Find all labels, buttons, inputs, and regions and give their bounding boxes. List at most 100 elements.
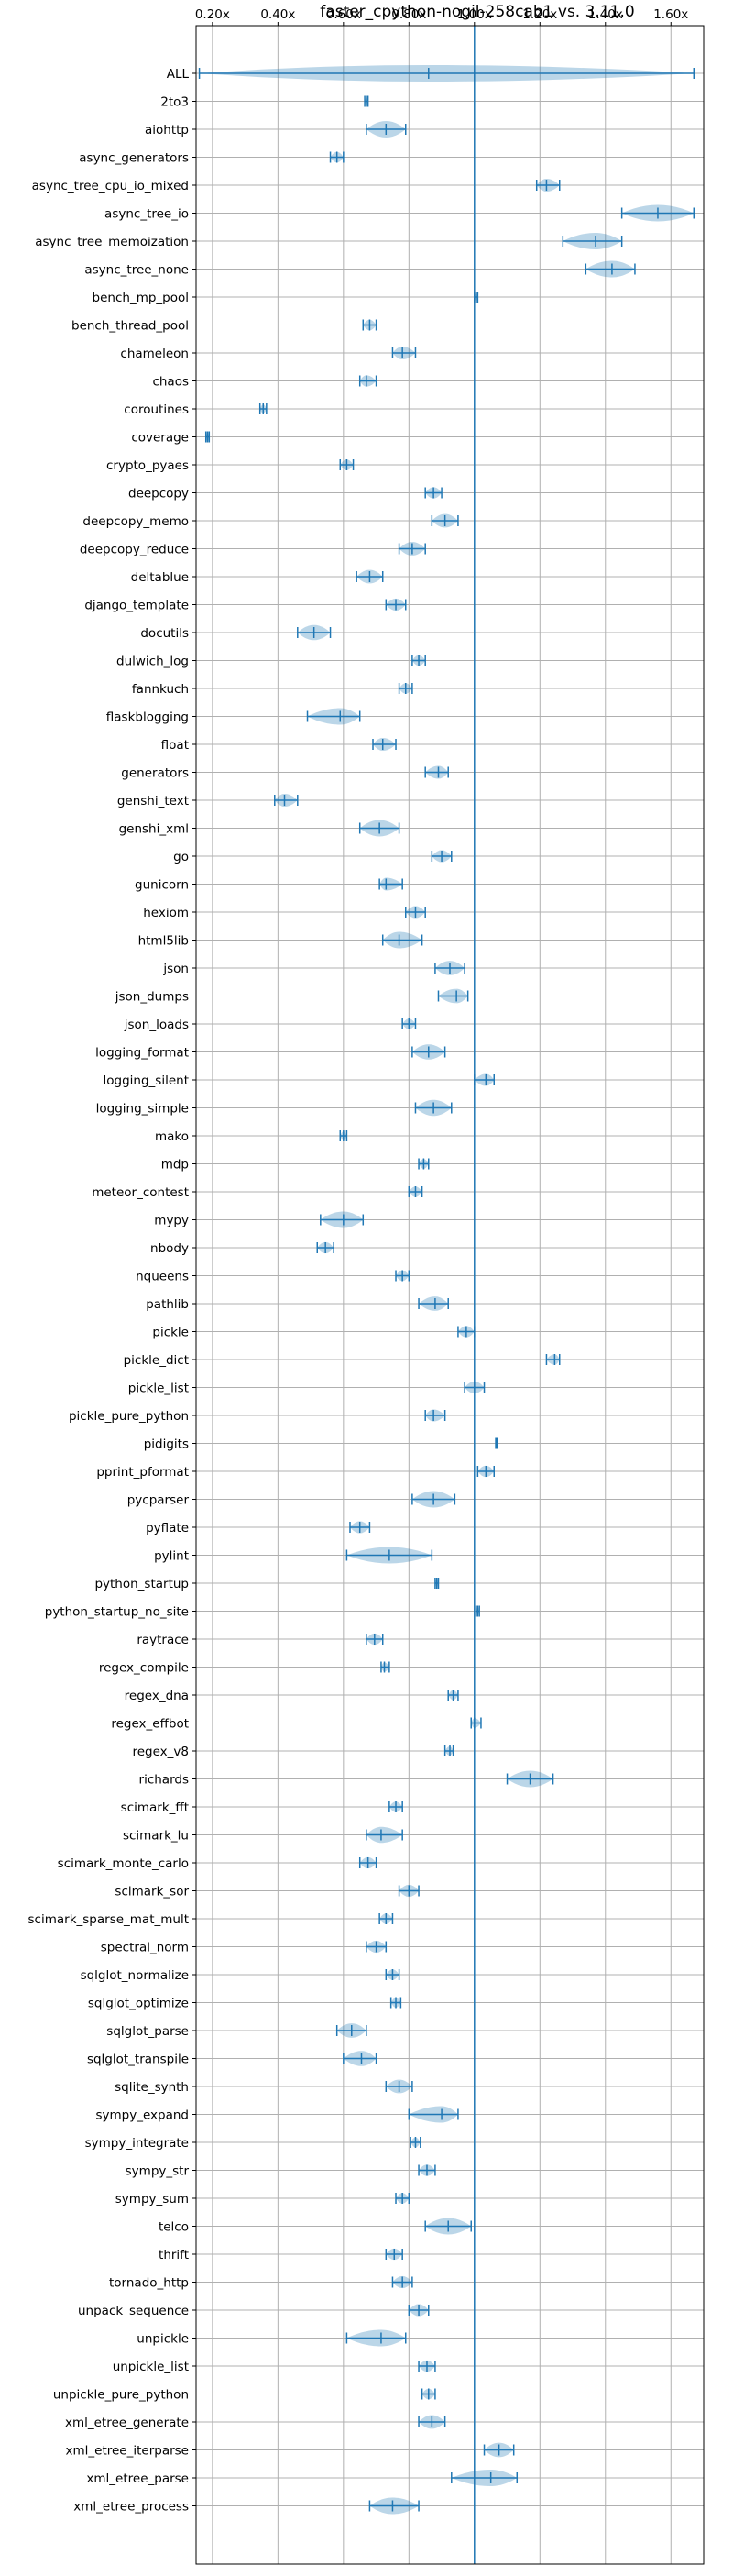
violin-pycparser [411, 1491, 456, 1508]
category-label: xml_etree_iterparse [66, 2444, 190, 2459]
violin-spectral_norm [366, 1940, 388, 1954]
category-label: deepcopy [128, 487, 189, 501]
category-label: generators [121, 766, 189, 781]
x-tick-label: 0.80x [391, 7, 426, 22]
violin-deepcopy [424, 487, 443, 499]
category-label: richards [139, 1773, 189, 1788]
violin-thrift [385, 2248, 403, 2261]
category-label: async_tree_memoization [35, 235, 189, 249]
violin-chaos [358, 375, 377, 387]
violin-sqlglot_parse [335, 2023, 367, 2038]
violin-deepcopy_reduce [398, 542, 426, 556]
category-label: scimark_sparse_mat_mult [28, 1912, 189, 1927]
x-tick-label: 0.40x [260, 7, 295, 22]
violin-xml_etree_iterparse [483, 2442, 515, 2458]
category-label: spectral_norm [101, 1941, 189, 1955]
violin-docutils [297, 624, 332, 641]
category-label: logging_silent [104, 1073, 189, 1088]
violin-python_startup [434, 1578, 440, 1589]
violin-async_tree_io [620, 204, 695, 222]
x-tick-label: 0.20x [195, 7, 230, 22]
violin-sympy_str [418, 2164, 436, 2176]
violin-sympy_integrate [410, 2137, 421, 2148]
category-label: deepcopy_memo [82, 514, 189, 529]
violin-xml_etree_process [368, 2497, 420, 2515]
violin-regex_effbot [470, 1717, 482, 1729]
violin-mdp [418, 1158, 430, 1170]
violin-generators [424, 765, 449, 779]
category-label: docutils [140, 626, 189, 641]
x-tick-label: 1.00x [457, 7, 492, 22]
category-label: sqlglot_optimize [88, 1997, 189, 2011]
category-label: pickle [152, 1326, 189, 1340]
violin-json_dumps [437, 988, 469, 1004]
category-label: mypy [154, 1214, 189, 1228]
category-label: pycparser [127, 1493, 190, 1508]
category-label: logging_simple [96, 1102, 189, 1117]
category-label: bench_thread_pool [71, 319, 189, 334]
category-label: go [173, 850, 189, 864]
violin-sqlite_synth [385, 2079, 413, 2094]
violin-async_tree_cpu_io_mixed [535, 179, 561, 192]
violin-nqueens [395, 1270, 410, 1282]
category-label: json [162, 962, 189, 976]
category-label: regex_compile [99, 1661, 189, 1676]
category-label: sympy_integrate [85, 2136, 189, 2151]
category-label: pickle_list [128, 1382, 189, 1396]
category-label: hexiom [143, 906, 189, 920]
category-label: aiohttp [145, 123, 189, 138]
category-label: coverage [131, 431, 189, 446]
x-tick-label: 1.40x [588, 7, 623, 22]
x-tick-labels: 0.20x 0.40x 0.60x 0.80x 1.00x 1.20x 1.40x 1.60x [195, 7, 688, 22]
category-label: fannkuch [132, 682, 189, 697]
violin-nbody [316, 1241, 334, 1254]
category-label: mdp [161, 1158, 189, 1172]
category-label: regex_dna [125, 1689, 189, 1703]
category-label: thrift [159, 2248, 189, 2262]
category-label: telco [159, 2220, 189, 2235]
category-label: nqueens [136, 1270, 189, 1284]
violin-telco [424, 2218, 472, 2235]
violin-unpickle_pure_python [421, 2388, 436, 2400]
x-tick-label: 0.60x [326, 7, 361, 22]
category-label: float [161, 738, 189, 753]
violin-chameleon [391, 347, 417, 359]
category-label: ALL [167, 67, 190, 82]
violin-logging_simple [414, 1099, 453, 1117]
violin-xml_etree_parse [451, 2470, 519, 2486]
violin-richards [506, 1770, 554, 1788]
violin-sqlglot_optimize [389, 1997, 402, 2009]
category-label: sympy_expand [95, 2108, 189, 2123]
category-label: gunicorn [135, 878, 189, 893]
violin-pprint_pformat [476, 1465, 496, 1478]
category-label: unpickle [137, 2332, 189, 2347]
category-label: regex_v8 [132, 1745, 189, 1759]
category-label: xml_etree_process [73, 2500, 189, 2515]
violin-xml_etree_generate [418, 2415, 446, 2429]
violin-scimark_monte_carlo [358, 1856, 377, 1869]
violin-regex_v8 [443, 1745, 454, 1756]
category-label: bench_mp_pool [93, 291, 189, 305]
violin-fannkuch [398, 683, 413, 694]
plot-frame [195, 25, 705, 2565]
violin-async_tree_memoization [562, 233, 623, 249]
category-label: xml_etree_parse [86, 2471, 189, 2486]
violin-scimark_sor [398, 1884, 420, 1898]
violin-html5lib [381, 931, 423, 949]
category-label: unpickle_list [113, 2360, 189, 2374]
violin-json [434, 961, 465, 975]
violin-mypy [320, 1211, 365, 1228]
x-tick-label: 1.60x [653, 7, 688, 22]
violin-bench_thread_pool [362, 319, 377, 331]
violin-coverage [204, 431, 211, 443]
violin-tornado_http [391, 2275, 413, 2289]
category-label: unpack_sequence [78, 2304, 189, 2318]
category-label: sympy_sum [115, 2192, 189, 2207]
violin-sympy_sum [395, 2193, 410, 2204]
violin-go [431, 850, 453, 863]
category-label: django_template [84, 599, 189, 613]
category-label: pathlib [146, 1297, 189, 1312]
category-label: scimark_lu [123, 1829, 189, 1844]
category-label: unpickle_pure_python [53, 2388, 189, 2403]
